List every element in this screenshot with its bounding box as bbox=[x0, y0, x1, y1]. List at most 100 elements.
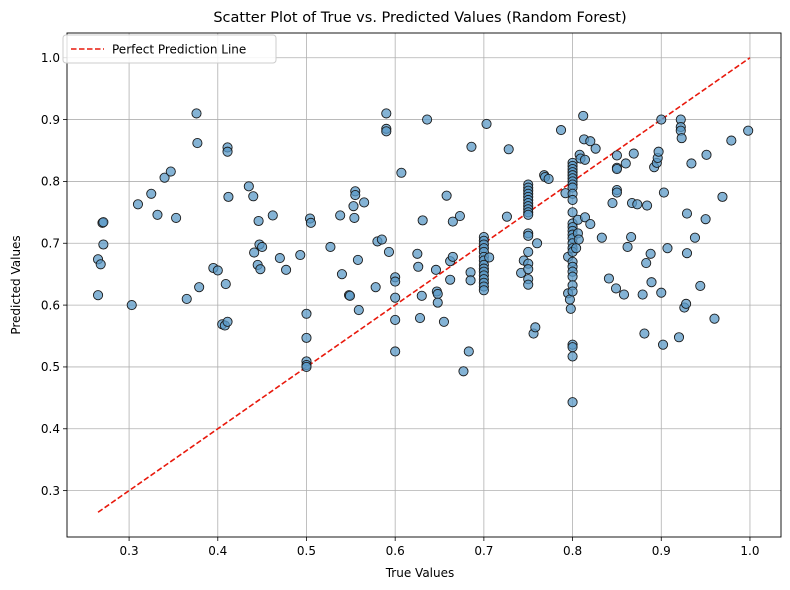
data-point bbox=[689, 232, 701, 243]
data-point bbox=[98, 217, 109, 228]
data-point bbox=[645, 248, 656, 259]
x-axis-ticks: 0.3 0.4 0.5 0.6 0.7 0.8 0.9 1.0 bbox=[120, 537, 760, 558]
data-point bbox=[255, 264, 266, 275]
data-point bbox=[603, 273, 614, 284]
data-point bbox=[676, 133, 687, 144]
data-point bbox=[681, 208, 693, 219]
data-point bbox=[530, 322, 541, 333]
data-point bbox=[438, 316, 450, 327]
data-point bbox=[248, 191, 259, 202]
data-point bbox=[658, 187, 669, 198]
data-point bbox=[478, 285, 489, 296]
data-point bbox=[709, 313, 720, 324]
data-point bbox=[567, 286, 578, 297]
data-point bbox=[432, 288, 443, 300]
data-point bbox=[301, 332, 312, 343]
y-tick-label: 0.9 bbox=[41, 113, 60, 127]
data-point bbox=[579, 212, 591, 223]
data-point bbox=[305, 217, 316, 228]
data-point bbox=[607, 198, 618, 209]
data-point bbox=[412, 248, 423, 259]
data-point bbox=[523, 246, 534, 257]
y-axis-ticks: 0.3 0.4 0.5 0.6 0.7 0.8 0.9 1.0 bbox=[41, 51, 67, 498]
data-point bbox=[353, 304, 364, 316]
data-point bbox=[565, 303, 576, 314]
data-point bbox=[430, 264, 442, 275]
y-tick-label: 0.3 bbox=[41, 484, 60, 498]
data-point bbox=[376, 234, 387, 245]
data-point bbox=[414, 313, 426, 324]
data-point bbox=[267, 210, 278, 221]
data-point bbox=[194, 282, 205, 293]
data-point bbox=[611, 187, 622, 198]
data-point bbox=[532, 238, 543, 249]
data-point bbox=[126, 300, 137, 311]
legend-box bbox=[62, 34, 277, 64]
data-point bbox=[336, 269, 348, 280]
data-point bbox=[639, 328, 650, 339]
data-point bbox=[383, 246, 395, 257]
data-point bbox=[717, 191, 728, 202]
data-point bbox=[567, 194, 578, 206]
data-point bbox=[579, 154, 591, 165]
data-point bbox=[653, 146, 664, 157]
y-tick-label: 1.0 bbox=[41, 51, 60, 65]
data-point bbox=[567, 351, 578, 362]
data-point bbox=[484, 252, 495, 263]
legend-label: Perfect Prediction Line bbox=[112, 43, 246, 57]
x-tick-label: 0.5 bbox=[297, 544, 316, 558]
data-point bbox=[370, 282, 381, 293]
data-point bbox=[555, 125, 567, 136]
data-point bbox=[567, 207, 578, 218]
data-point bbox=[396, 167, 407, 178]
data-point bbox=[212, 265, 223, 276]
data-point bbox=[159, 172, 170, 183]
data-point bbox=[390, 276, 401, 287]
data-point bbox=[610, 283, 622, 294]
data-point bbox=[447, 251, 458, 262]
data-point bbox=[257, 241, 268, 253]
y-tick-label: 0.6 bbox=[41, 298, 60, 312]
data-point bbox=[390, 346, 401, 357]
data-point bbox=[567, 397, 578, 408]
data-point bbox=[152, 209, 163, 220]
chart-title: Scatter Plot of True vs. Predicted Value… bbox=[213, 10, 626, 26]
data-point bbox=[673, 332, 685, 343]
data-point bbox=[274, 253, 285, 264]
y-axis-title: Predicted Values bbox=[9, 235, 23, 334]
data-point bbox=[301, 361, 312, 372]
data-point bbox=[344, 290, 355, 301]
data-point bbox=[281, 264, 292, 275]
y-tick-label: 0.7 bbox=[41, 236, 60, 250]
data-point bbox=[481, 118, 492, 129]
data-point bbox=[701, 149, 712, 160]
data-point bbox=[413, 261, 424, 272]
data-point bbox=[686, 158, 697, 169]
data-point bbox=[590, 143, 601, 154]
y-tick-label: 0.5 bbox=[41, 360, 60, 374]
data-point bbox=[743, 125, 754, 136]
data-point bbox=[641, 257, 652, 269]
data-point bbox=[249, 247, 260, 258]
data-point bbox=[445, 274, 456, 285]
data-point bbox=[416, 290, 427, 301]
data-point bbox=[632, 199, 643, 210]
data-point bbox=[573, 234, 584, 245]
data-point bbox=[628, 148, 639, 159]
data-point bbox=[585, 136, 596, 147]
data-point bbox=[646, 277, 657, 288]
data-point bbox=[390, 292, 401, 303]
data-point bbox=[146, 188, 157, 199]
data-point bbox=[181, 293, 192, 304]
data-point bbox=[657, 339, 669, 350]
data-point bbox=[359, 197, 370, 208]
data-point bbox=[700, 214, 711, 225]
data-point bbox=[352, 254, 363, 266]
data-point bbox=[222, 146, 233, 157]
data-point bbox=[637, 289, 648, 300]
data-point bbox=[463, 346, 474, 357]
data-point bbox=[596, 232, 607, 243]
data-point bbox=[567, 342, 578, 353]
data-point bbox=[681, 298, 692, 309]
